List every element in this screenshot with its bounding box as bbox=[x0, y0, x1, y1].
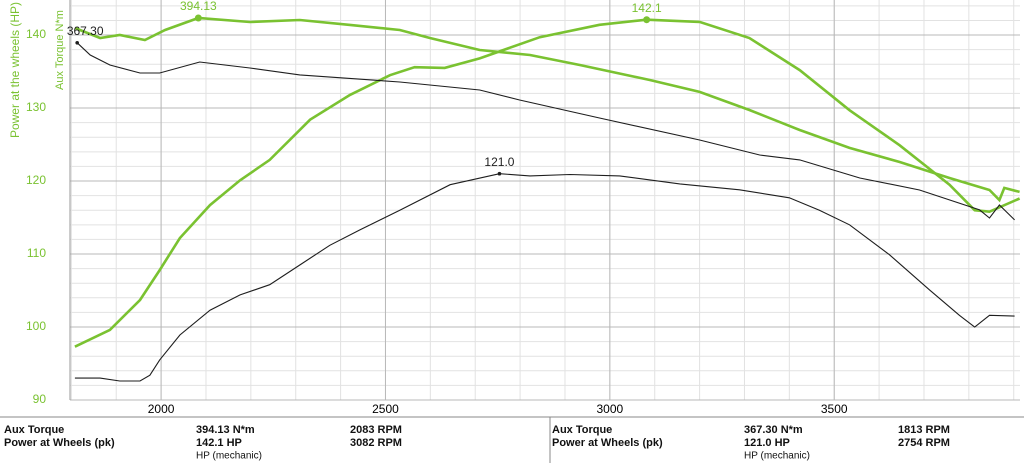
series-line bbox=[74, 16, 1020, 203]
table-cell: 367.30 N*m bbox=[744, 424, 803, 436]
table-cell: 2083 RPM bbox=[350, 424, 402, 436]
table-cell: 121.0 HP bbox=[744, 437, 790, 449]
table-note: HP (mechanic) bbox=[744, 451, 810, 462]
table-cell: 142.1 HP bbox=[196, 437, 242, 449]
y-axis-title: Power at the wheels (HP) bbox=[8, 2, 22, 138]
table-cell: 2754 RPM bbox=[898, 437, 950, 449]
annotation-label: 121.0 bbox=[484, 155, 514, 169]
y-tick-label: 130 bbox=[26, 100, 46, 114]
y-tick-label: 120 bbox=[26, 173, 46, 187]
table-cell: 394.13 N*m bbox=[196, 424, 255, 436]
annotation-dot bbox=[643, 16, 651, 24]
y-tick-label: 110 bbox=[27, 246, 46, 260]
annotation-label: 367.30 bbox=[67, 24, 104, 38]
annotation-label: 142.1 bbox=[632, 1, 662, 15]
annotation-dot bbox=[497, 171, 502, 176]
table-cell: 3082 RPM bbox=[350, 437, 402, 449]
x-tick-label: 2500 bbox=[372, 402, 399, 416]
series-line bbox=[74, 173, 1015, 382]
annotation-label: 394.13 bbox=[180, 0, 217, 13]
x-tick-label: 3000 bbox=[596, 402, 623, 416]
table-cell: 1813 RPM bbox=[898, 424, 950, 436]
table-cell: Aux Torque bbox=[552, 424, 612, 436]
series-line bbox=[76, 42, 1015, 221]
y-tick-label: 90 bbox=[33, 392, 47, 406]
y-tick-label: 100 bbox=[26, 319, 46, 333]
table-note: HP (mechanic) bbox=[196, 451, 262, 462]
y-tick-label: 140 bbox=[26, 27, 46, 41]
table-cell: Aux Torque bbox=[4, 424, 64, 436]
series-line bbox=[74, 18, 1021, 348]
annotation-dot bbox=[75, 40, 79, 45]
plot: 394.13 142.1 367.30 121.0 bbox=[67, 0, 1021, 382]
table-cell: Power at Wheels (pk) bbox=[552, 437, 663, 449]
annotation-dot bbox=[194, 14, 202, 22]
table-cell: Power at Wheels (pk) bbox=[4, 437, 115, 449]
x-tick-label: 2000 bbox=[148, 402, 175, 416]
x-tick-label: 3500 bbox=[821, 402, 848, 416]
summary-table: Aux Torque 394.13 N*m 2083 RPM Power at Whe… bbox=[4, 424, 950, 462]
y2-axis-title: Aux Torque N*m bbox=[54, 10, 66, 90]
